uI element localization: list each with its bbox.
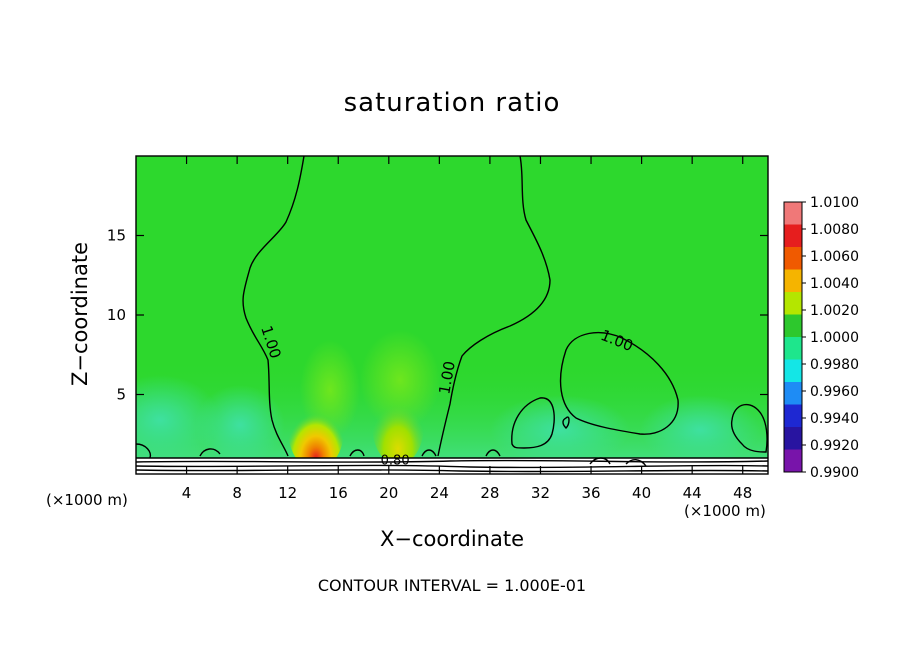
colorbar-swatch	[784, 382, 802, 405]
x-tick-label: 28	[480, 484, 499, 502]
colorbar: 1.0100 1.0080 1.0060 1.0040 1.0020 1.0000 0.99…	[783, 195, 859, 481]
colorbar-level-label: 1.0080	[810, 222, 859, 238]
colorbar-level-label: 0.9960	[810, 384, 859, 400]
colorbar-swatch	[784, 202, 802, 225]
x-tick-label: 16	[329, 484, 348, 502]
x-tick-label: 32	[531, 484, 550, 502]
colorbar-level-label: 0.9900	[810, 465, 859, 481]
moist-region-4	[640, 395, 760, 465]
y-tick-label: 15	[107, 227, 126, 245]
colorbar-swatch	[784, 359, 802, 382]
x-axis-ticks: 4 8 12 16 20 24 28 32 36 40 44 48	[182, 156, 752, 502]
contour-line	[559, 331, 679, 435]
contour-line	[589, 457, 611, 465]
contour-label: 1.00	[435, 360, 459, 396]
x-tick-label: 48	[733, 484, 752, 502]
x-tick-label: 20	[379, 484, 398, 502]
x-axis-unit-left: (×1000 m)	[46, 491, 128, 509]
x-tick-label: 12	[278, 484, 297, 502]
moist-region-2	[195, 385, 285, 465]
colorbar-level-label: 1.0060	[810, 249, 859, 265]
contour-line	[562, 416, 570, 429]
y-axis-ticks: 5 10 15	[107, 227, 768, 404]
colorbar-swatch	[784, 292, 802, 315]
secondary-supersaturation-core	[372, 385, 424, 465]
moist-region-3	[490, 395, 630, 465]
y-tick-label: 10	[107, 306, 126, 324]
contour-line	[242, 156, 305, 457]
x-tick-label: 44	[683, 484, 702, 502]
colorbar-level-label: 1.0000	[810, 330, 859, 346]
colorbar-swatch	[784, 224, 802, 247]
contour-line	[136, 443, 152, 459]
contour-line	[136, 469, 768, 473]
y-tick-label: 5	[116, 386, 126, 404]
colorbar-level-label: 0.9920	[810, 438, 859, 454]
contour-line	[349, 449, 365, 457]
contour-line	[421, 449, 437, 457]
x-tick-label: 36	[581, 484, 600, 502]
contour-line	[437, 156, 551, 457]
colorbar-swatch	[784, 314, 802, 337]
colorbar-level-label: 1.0100	[810, 195, 859, 211]
moist-region-1	[136, 375, 220, 465]
contour-line	[625, 459, 647, 467]
colorbar-level-label: 1.0020	[810, 303, 859, 319]
contour-line	[136, 459, 768, 463]
contour-line	[199, 448, 221, 457]
x-tick-label: 24	[430, 484, 449, 502]
x-axis-label: X−coordinate	[380, 527, 524, 551]
colorbar-swatch	[784, 449, 802, 472]
x-tick-label: 8	[232, 484, 242, 502]
colorbar-level-label: 1.0040	[810, 276, 859, 292]
colorbar-level-label: 0.9940	[810, 411, 859, 427]
contour-interval-note: CONTOUR INTERVAL = 1.000E-01	[317, 576, 587, 595]
contour-line	[511, 397, 555, 449]
colorbar-swatch	[784, 427, 802, 450]
chart-title: saturation ratio	[343, 88, 561, 118]
colorbar-swatch	[784, 247, 802, 270]
contour-label: 0.80	[381, 453, 410, 468]
x-tick-label: 4	[182, 484, 192, 502]
colorbar-swatch	[784, 337, 802, 360]
z-axis-label: Z−coordinate	[68, 242, 92, 386]
contour-field: 1.001.001.000.80	[136, 156, 768, 474]
contour-labels: 1.001.001.000.80	[257, 323, 636, 468]
x-axis-unit-right: (×1000 m)	[684, 502, 766, 520]
contour-lines	[136, 156, 768, 473]
colorbar-level-label: 0.9980	[810, 357, 859, 373]
contour-line	[730, 403, 768, 453]
x-tick-label: 40	[632, 484, 651, 502]
contour-line	[136, 464, 768, 469]
colorbar-swatch	[784, 269, 802, 292]
contour-line	[485, 449, 501, 457]
supersaturation-core	[288, 390, 344, 470]
colorbar-swatch	[784, 404, 802, 427]
